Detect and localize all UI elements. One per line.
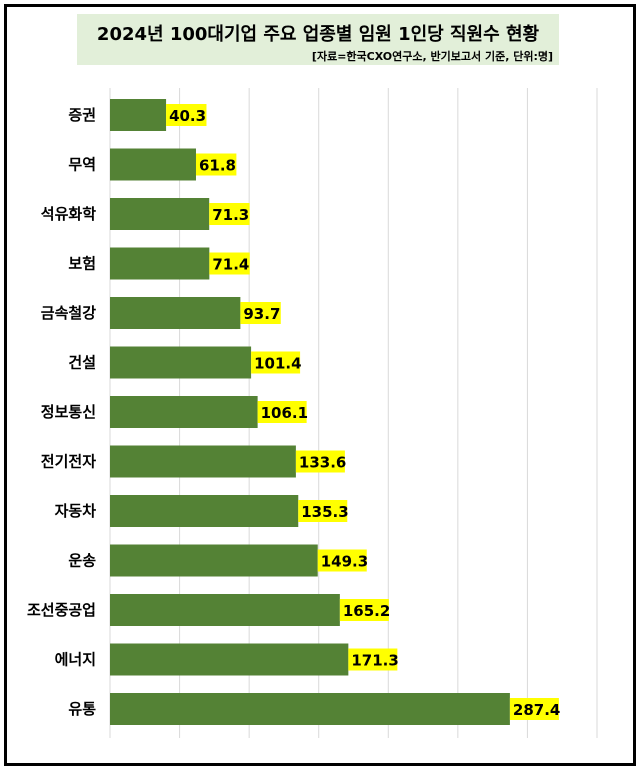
data-label-background [317,549,367,572]
category-label: 전기전자 [41,453,96,471]
data-label: 171.3 [351,652,398,670]
bar [110,594,340,626]
bar [110,247,210,280]
bar [110,445,296,478]
data-label-background [195,153,237,176]
title-box: 2024년 100대기업 주요 업종별 임원 1인당 직원수 현황 [자료=한국… [77,14,559,65]
data-label-background [339,599,389,621]
data-label-background [509,698,559,720]
category-label: 보험 [68,255,96,273]
bar [110,297,241,329]
category-label: 증권 [68,106,96,124]
category-label: 석유화학 [41,205,96,223]
data-label-background [348,648,398,671]
category-label: 무역 [68,156,96,174]
data-label: 165.2 [343,602,390,620]
category-label: 에너지 [55,651,96,669]
data-label: 106.1 [261,404,308,422]
data-label-background [251,351,301,374]
data-label: 93.7 [243,305,280,323]
data-label: 71.4 [212,256,249,274]
category-label: 정보통신 [41,403,96,421]
category-label: 유통 [68,700,96,718]
bar [110,693,510,725]
bar [110,396,258,428]
bar [110,148,196,181]
bar [110,643,349,676]
category-label: 건설 [68,354,96,372]
data-label-background [166,104,207,126]
data-label: 287.4 [513,701,560,719]
data-label: 135.3 [301,503,348,521]
data-label-background [209,203,250,225]
chart-frame [4,4,636,766]
chart-title: 2024년 100대기업 주요 업종별 임원 1인당 직원수 현황 [96,24,540,45]
bar [110,495,299,527]
chart-subtitle: [자료=한국CXO연구소, 반기보고서 기준, 단위:명] [311,50,553,63]
bar [110,99,167,131]
data-label: 149.3 [321,553,368,571]
data-label-background [209,252,250,275]
data-label: 61.8 [199,157,236,175]
data-label: 71.3 [212,206,249,224]
data-label-background [240,302,281,324]
data-label-background [257,401,307,423]
bar [110,346,252,379]
bar [110,544,318,577]
data-label-background [295,450,345,473]
category-label: 조선중공업 [27,601,96,619]
data-label: 133.6 [299,454,346,472]
data-label-background [298,500,348,522]
category-label: 자동차 [55,502,97,520]
data-label: 101.4 [254,355,301,373]
bar [110,198,210,230]
category-label: 운송 [68,552,96,570]
category-label: 금속철강 [41,304,96,322]
data-label: 40.3 [169,107,206,125]
